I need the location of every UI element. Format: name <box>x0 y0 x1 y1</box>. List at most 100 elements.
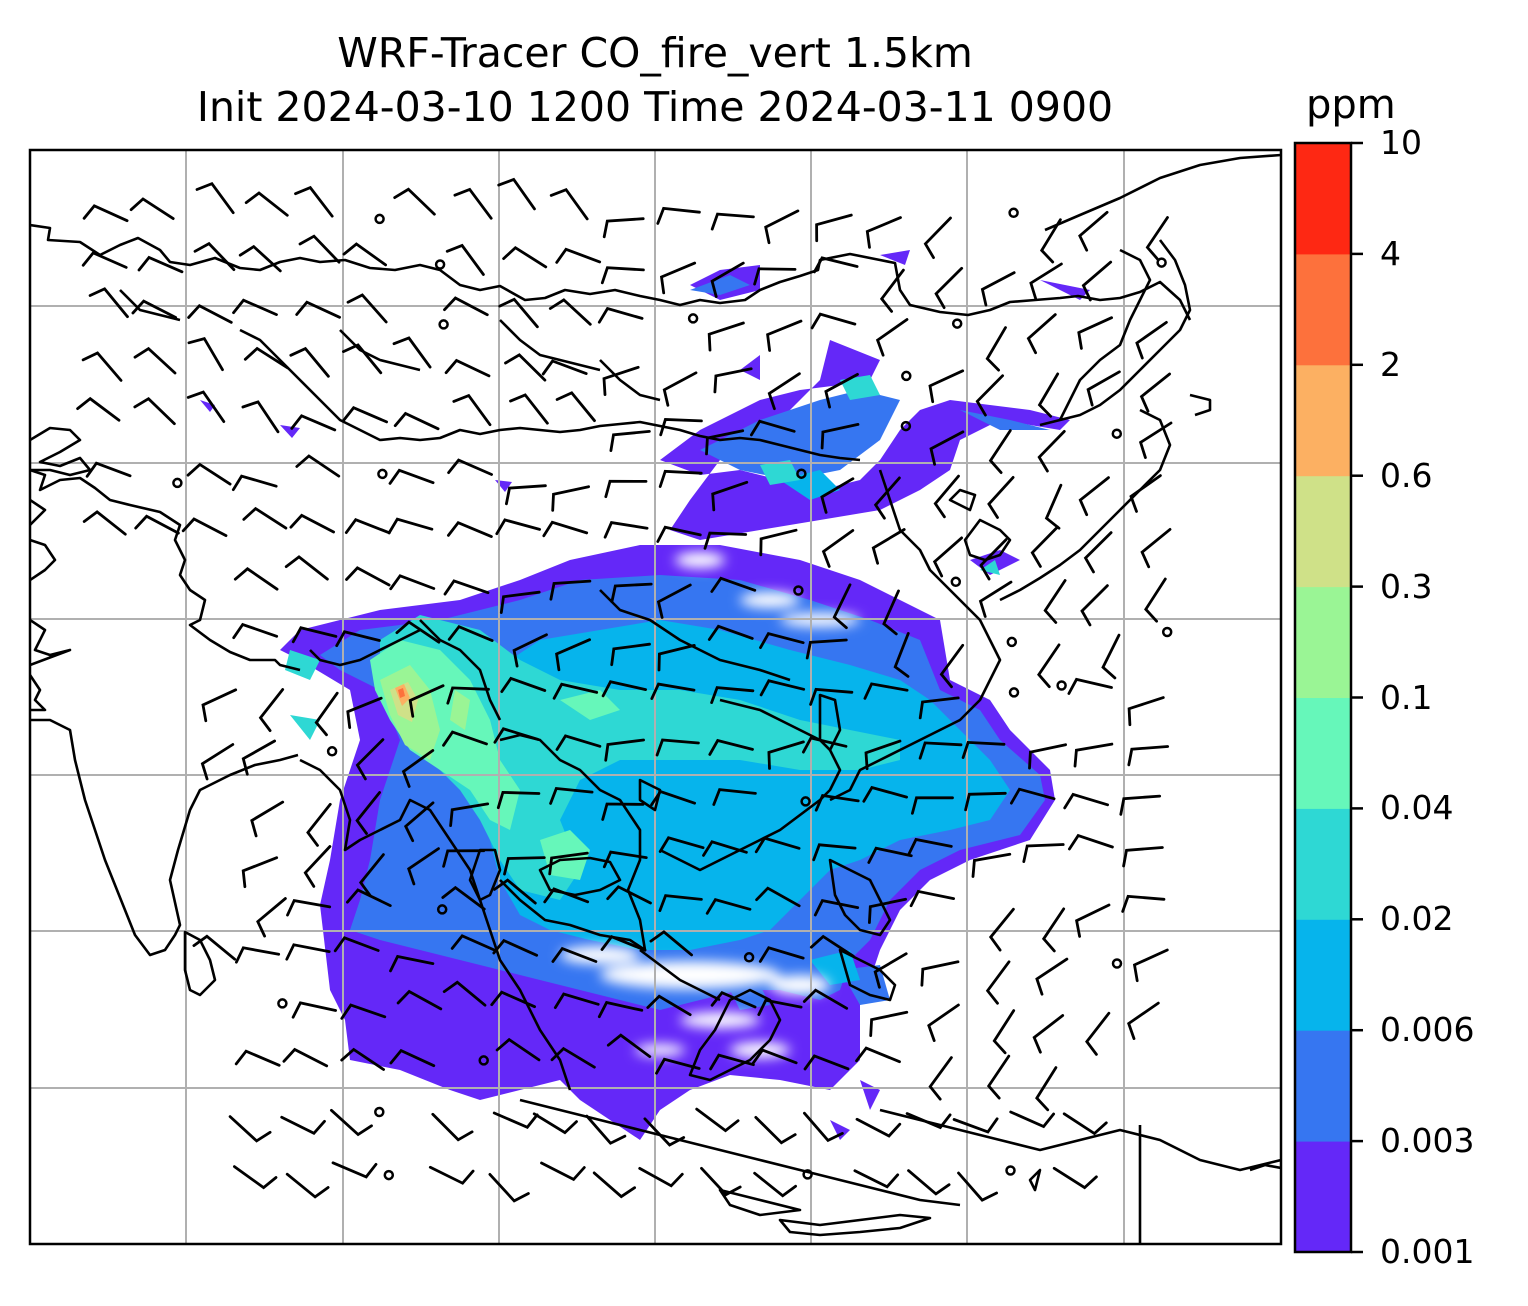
wind-barb <box>650 789 696 807</box>
wind-barb <box>392 336 432 369</box>
wind-barb <box>759 631 805 649</box>
wind-barb <box>985 960 1011 1005</box>
wind-barb <box>751 1048 798 1065</box>
wind-barb <box>754 1116 797 1145</box>
wind-barb <box>186 390 226 423</box>
wind-barb <box>1063 792 1109 810</box>
wind-barb <box>134 514 180 535</box>
wind-barb <box>865 216 902 249</box>
wind-barb <box>395 620 441 644</box>
wind-barb <box>907 1169 951 1196</box>
wind-barb <box>1032 1014 1065 1054</box>
wind-barb <box>659 261 697 295</box>
wind-barb <box>610 582 653 604</box>
wind-barb <box>766 319 803 352</box>
wind-barb <box>131 299 178 319</box>
wind-barb <box>610 642 651 667</box>
wind-barb <box>495 518 541 536</box>
colorbar-segment <box>1295 808 1351 920</box>
calm-wind-circle <box>796 468 807 479</box>
calm-wind-circle <box>1006 636 1018 648</box>
wind-barb <box>600 934 647 952</box>
colorbar <box>1295 141 1363 1254</box>
wind-barb <box>389 954 435 973</box>
wind-barb <box>1144 577 1167 623</box>
wind-barb <box>957 1171 998 1202</box>
wind-barb <box>1078 210 1109 252</box>
wind-barb <box>492 938 539 957</box>
wind-barb <box>232 298 278 316</box>
wind-barb <box>602 217 645 239</box>
colorbar-tick-label: 0.3 <box>1380 566 1433 606</box>
wind-barb <box>285 943 331 961</box>
wind-barb <box>703 531 748 550</box>
colorbar-segment <box>1295 586 1351 698</box>
wind-barb <box>695 1107 740 1133</box>
wind-barb <box>939 643 965 689</box>
wind-barb <box>186 462 232 486</box>
wind-barb <box>493 727 540 744</box>
wind-barb <box>649 930 693 957</box>
calm-wind-circle <box>900 420 912 432</box>
wind-barb <box>548 851 589 876</box>
wind-barb <box>873 952 908 989</box>
wind-barb <box>393 187 436 216</box>
wind-barb <box>346 696 383 729</box>
calm-wind-circle <box>1111 428 1123 439</box>
wind-barb <box>909 889 955 908</box>
colorbar-tick-label: 0.04 <box>1380 788 1454 828</box>
calm-wind-circle <box>1161 626 1173 638</box>
wind-barb <box>759 528 798 557</box>
wind-barb <box>656 583 692 619</box>
wind-barb <box>753 267 797 286</box>
wind-barb <box>656 525 702 543</box>
wind-barb <box>934 266 964 309</box>
wind-barb <box>597 306 644 324</box>
colorbar-tick-label: 10 <box>1380 123 1422 162</box>
wind-barb <box>447 520 493 538</box>
calm-wind-circle <box>1008 687 1020 698</box>
calm-wind-circle <box>793 585 804 596</box>
colorbar-segment <box>1295 697 1351 809</box>
calm-wind-circle <box>377 468 388 480</box>
wind-barb <box>441 885 486 911</box>
wind-barb <box>81 251 128 269</box>
wind-barb <box>133 346 177 375</box>
wind-barb <box>492 1111 539 1130</box>
wind-barb <box>659 418 703 437</box>
coastlines-and-borders <box>30 153 1281 1244</box>
wind-barb <box>452 393 492 427</box>
wind-barb <box>242 506 288 530</box>
wind-barb <box>710 686 755 704</box>
calm-wind-circle <box>1005 1165 1016 1176</box>
wind-barb <box>712 788 757 806</box>
wind-barb <box>286 899 332 917</box>
wind-barb <box>1044 483 1063 530</box>
wind-barb <box>555 638 591 672</box>
contour-2 <box>398 688 405 698</box>
wind-barb <box>702 840 748 857</box>
wind-barb <box>812 843 857 862</box>
wind-barb <box>869 1010 909 1037</box>
wind-barb <box>1127 745 1170 767</box>
wind-barb <box>592 1171 636 1199</box>
colorbar-segment <box>1295 143 1351 255</box>
wind-barb <box>500 676 547 693</box>
wind-barb <box>980 271 1016 307</box>
wind-barb <box>503 856 546 876</box>
wind-barb <box>893 632 910 678</box>
calm-wind-circle <box>1156 257 1167 268</box>
wind-barb <box>753 1171 797 1198</box>
wind-barb <box>987 476 1015 519</box>
wind-barb <box>707 321 745 352</box>
wind-barb <box>820 423 860 450</box>
wind-barb <box>1129 474 1162 513</box>
wind-barb <box>879 268 905 313</box>
wind-barb <box>1132 948 1169 983</box>
wind-barb <box>244 191 289 217</box>
wind-barb <box>82 510 127 536</box>
wind-barb <box>964 791 1007 812</box>
wind-barb <box>387 517 434 535</box>
wind-barb <box>764 209 800 245</box>
wind-barb <box>333 936 380 953</box>
